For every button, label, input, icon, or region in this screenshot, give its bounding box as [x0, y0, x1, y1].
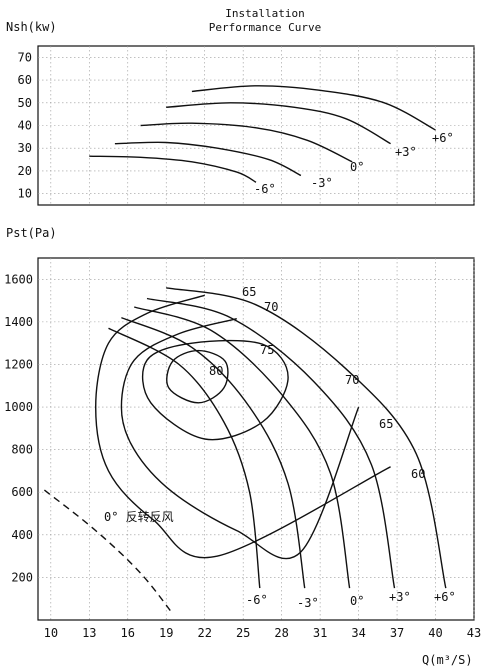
x-tick-label: 22: [197, 626, 211, 640]
upper-y-axis-label: Nsh(kw): [6, 20, 57, 34]
text-layer: Installation Performance Curve Nsh(kw) P…: [4, 7, 481, 667]
upper-y-tick-label: 60: [18, 73, 32, 87]
eff-label-80: 80: [209, 364, 223, 378]
pressure-curve: [146, 297, 396, 589]
power-curve: [191, 85, 436, 131]
pressure-curve: [133, 306, 351, 589]
power-curve: [166, 102, 391, 145]
x-tick-label: 25: [236, 626, 250, 640]
lower-y-tick-label: 1600: [4, 272, 33, 286]
lower-label-0: 0°: [350, 594, 364, 608]
pressure-curve: [121, 316, 306, 589]
lower-y-tick-label: 600: [11, 485, 33, 499]
eff-label-65-right: 65: [379, 417, 393, 431]
x-axis-label: Q(m³/S): [422, 653, 473, 667]
lower-label-plus6: +6°: [434, 590, 456, 604]
pressure-curve: [108, 327, 261, 589]
upper-label-minus3: -3°: [311, 176, 333, 190]
x-tick-label: 13: [82, 626, 96, 640]
x-tick-label: 37: [390, 626, 404, 640]
upper-y-tick-label: 40: [18, 119, 32, 133]
efficiency-contour: [166, 349, 229, 404]
x-tick-label: 19: [159, 626, 173, 640]
curves-layer: [43, 85, 447, 615]
x-tick-label: 31: [313, 626, 327, 640]
title-line-2: Performance Curve: [209, 21, 322, 34]
efficiency-contour: [94, 294, 391, 559]
efficiency-contour: [120, 318, 360, 560]
lower-y-tick-label: 1400: [4, 315, 33, 329]
x-tick-label: 28: [274, 626, 288, 640]
lower-label-plus3: +3°: [389, 590, 411, 604]
upper-y-tick-label: 30: [18, 141, 32, 155]
pressure-curve: [166, 287, 447, 589]
upper-label-plus3: +3°: [395, 145, 417, 159]
upper-label-0: 0°: [350, 160, 364, 174]
x-tick-label: 16: [121, 626, 135, 640]
grid-layer: [37, 45, 475, 621]
upper-y-tick-label: 50: [18, 96, 32, 110]
lower-y-tick-label: 1200: [4, 357, 33, 371]
power-curve: [140, 122, 353, 163]
x-tick-label: 40: [428, 626, 442, 640]
lower-label-minus3: -3°: [297, 596, 319, 610]
lower-y-tick-label: 800: [11, 443, 33, 457]
lower-y-axis-label: Pst(Pa): [6, 226, 57, 240]
efficiency-contour: [141, 339, 289, 441]
upper-y-tick-label: 70: [18, 50, 32, 64]
power-curve: [114, 141, 302, 177]
title-line-1: Installation: [225, 7, 304, 20]
lower-label-minus6: -6°: [246, 593, 268, 607]
eff-label-70-right: 70: [345, 373, 359, 387]
reverse-flow-curve: [43, 489, 174, 615]
reverse-flow-label: 0° 反转反风: [104, 509, 174, 524]
upper-y-tick-label: 10: [18, 187, 32, 201]
upper-label-plus6: +6°: [432, 131, 454, 145]
upper-label-minus6: -6°: [254, 182, 276, 196]
power-curve: [89, 155, 257, 183]
eff-label-75: 75: [260, 343, 274, 357]
lower-y-tick-label: 400: [11, 528, 33, 542]
lower-y-tick-label: 200: [11, 570, 33, 584]
lower-y-tick-label: 1000: [4, 400, 33, 414]
upper-y-tick-label: 20: [18, 164, 32, 178]
x-tick-label: 43: [467, 626, 481, 640]
eff-label-60: 60: [411, 467, 425, 481]
x-tick-label: 34: [351, 626, 365, 640]
x-tick-label: 10: [44, 626, 58, 640]
eff-label-70-top: 70: [264, 300, 278, 314]
eff-label-65-top: 65: [242, 285, 256, 299]
